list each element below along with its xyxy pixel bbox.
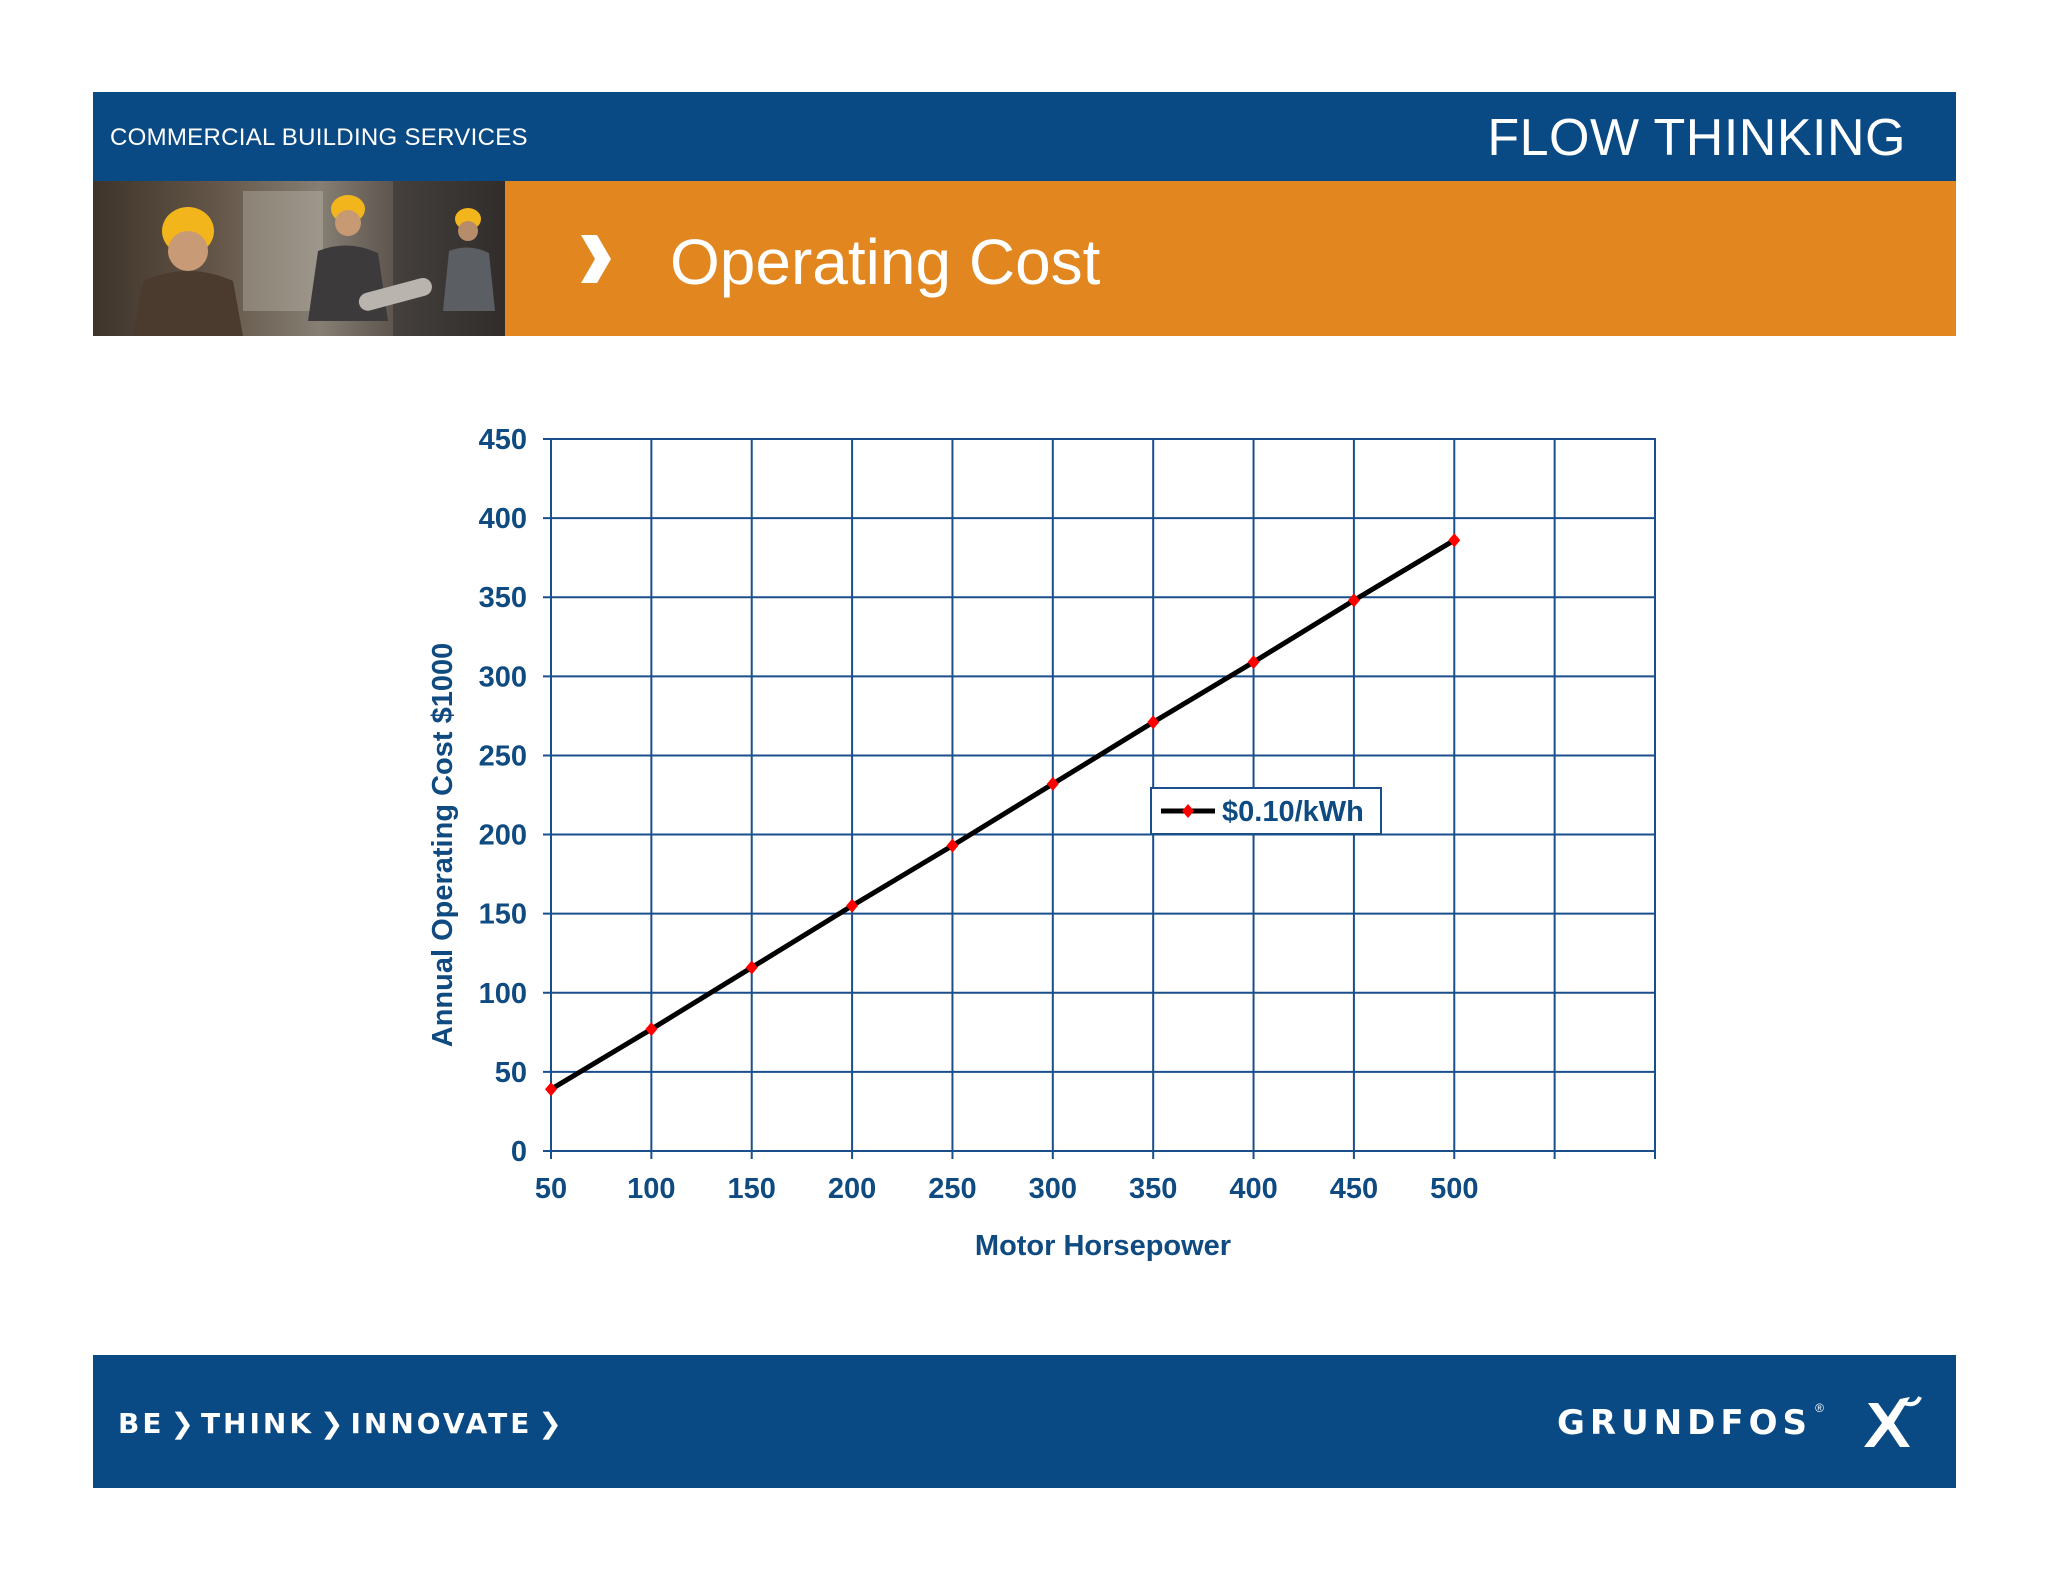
x-tick-label: 200 [828, 1173, 876, 1205]
tagline-word-think: THINK [200, 1407, 315, 1440]
header-brand-slogan: FLOW THINKING [1487, 109, 1906, 167]
data-point [1347, 593, 1360, 608]
grundfos-x-icon [1864, 1396, 1922, 1447]
data-point [1448, 533, 1461, 548]
logo-wordmark: GRUNDFOS [1557, 1403, 1812, 1443]
title-band: Operating Cost [505, 181, 1956, 336]
page-title: Operating Cost [670, 226, 1101, 298]
y-tick-label: 100 [479, 978, 527, 1010]
data-point [1247, 655, 1260, 670]
chevron-right-icon: ❯ [320, 1407, 347, 1440]
chart: 0 50 100 150 200 250 300 350 400 450 50 100 150 200 25… [400, 400, 1680, 1300]
data-point [846, 898, 859, 913]
x-tick-label: 100 [627, 1173, 675, 1205]
x-tick-label: 350 [1129, 1173, 1177, 1205]
data-point [1046, 776, 1059, 791]
y-tick-label: 150 [479, 899, 527, 931]
y-tick-label: 250 [479, 740, 527, 772]
y-tick-label: 300 [479, 661, 527, 693]
tagline-word-be: BE [118, 1407, 165, 1440]
y-tick-label: 50 [495, 1057, 527, 1089]
legend-marker-swatch [1182, 804, 1194, 818]
logo-registered-mark: ® [1815, 1401, 1824, 1415]
y-tick-label: 350 [479, 582, 527, 614]
data-point [946, 838, 959, 853]
header-section-label: COMMERCIAL BUILDING SERVICES [110, 124, 528, 151]
x-tick-label: 250 [928, 1173, 976, 1205]
y-tick-label: 450 [479, 424, 527, 456]
y-axis-label: Annual Operating Cost $1000 [427, 643, 459, 1048]
legend-label: $0.10/kWh [1222, 796, 1364, 828]
x-tick-label: 450 [1330, 1173, 1378, 1205]
grundfos-logo: GRUNDFOS ® [1504, 1393, 1924, 1453]
y-tick-label: 200 [479, 820, 527, 852]
x-tick-label: 50 [535, 1173, 567, 1205]
data-point [645, 1022, 658, 1037]
workers-photo [93, 181, 505, 336]
series-line [549, 538, 1456, 1092]
data-point [745, 960, 758, 975]
y-tick-label: 400 [479, 503, 527, 535]
x-axis-label: Motor Horsepower [975, 1230, 1231, 1262]
y-tick-label: 0 [511, 1136, 527, 1168]
chevron-right-icon [581, 235, 611, 283]
x-tick-label: 150 [728, 1173, 776, 1205]
data-point [1147, 715, 1160, 730]
plot-area [550, 438, 1656, 1152]
header-bar: COMMERCIAL BUILDING SERVICES FLOW THINKI… [93, 92, 1956, 181]
chevron-right-icon: ❯ [538, 1407, 565, 1440]
x-tick-label: 500 [1430, 1173, 1478, 1205]
x-tick-label: 400 [1229, 1173, 1277, 1205]
footer-bar: BE ❯ THINK ❯ INNOVATE ❯ GRUNDFOS ® [93, 1355, 1956, 1488]
tagline-word-innovate: INNOVATE [350, 1407, 533, 1440]
data-point [545, 1082, 557, 1097]
x-tick-label: 300 [1029, 1173, 1077, 1205]
chevron-right-icon: ❯ [170, 1407, 197, 1440]
tagline: BE ❯ THINK ❯ INNOVATE ❯ [118, 1407, 569, 1440]
